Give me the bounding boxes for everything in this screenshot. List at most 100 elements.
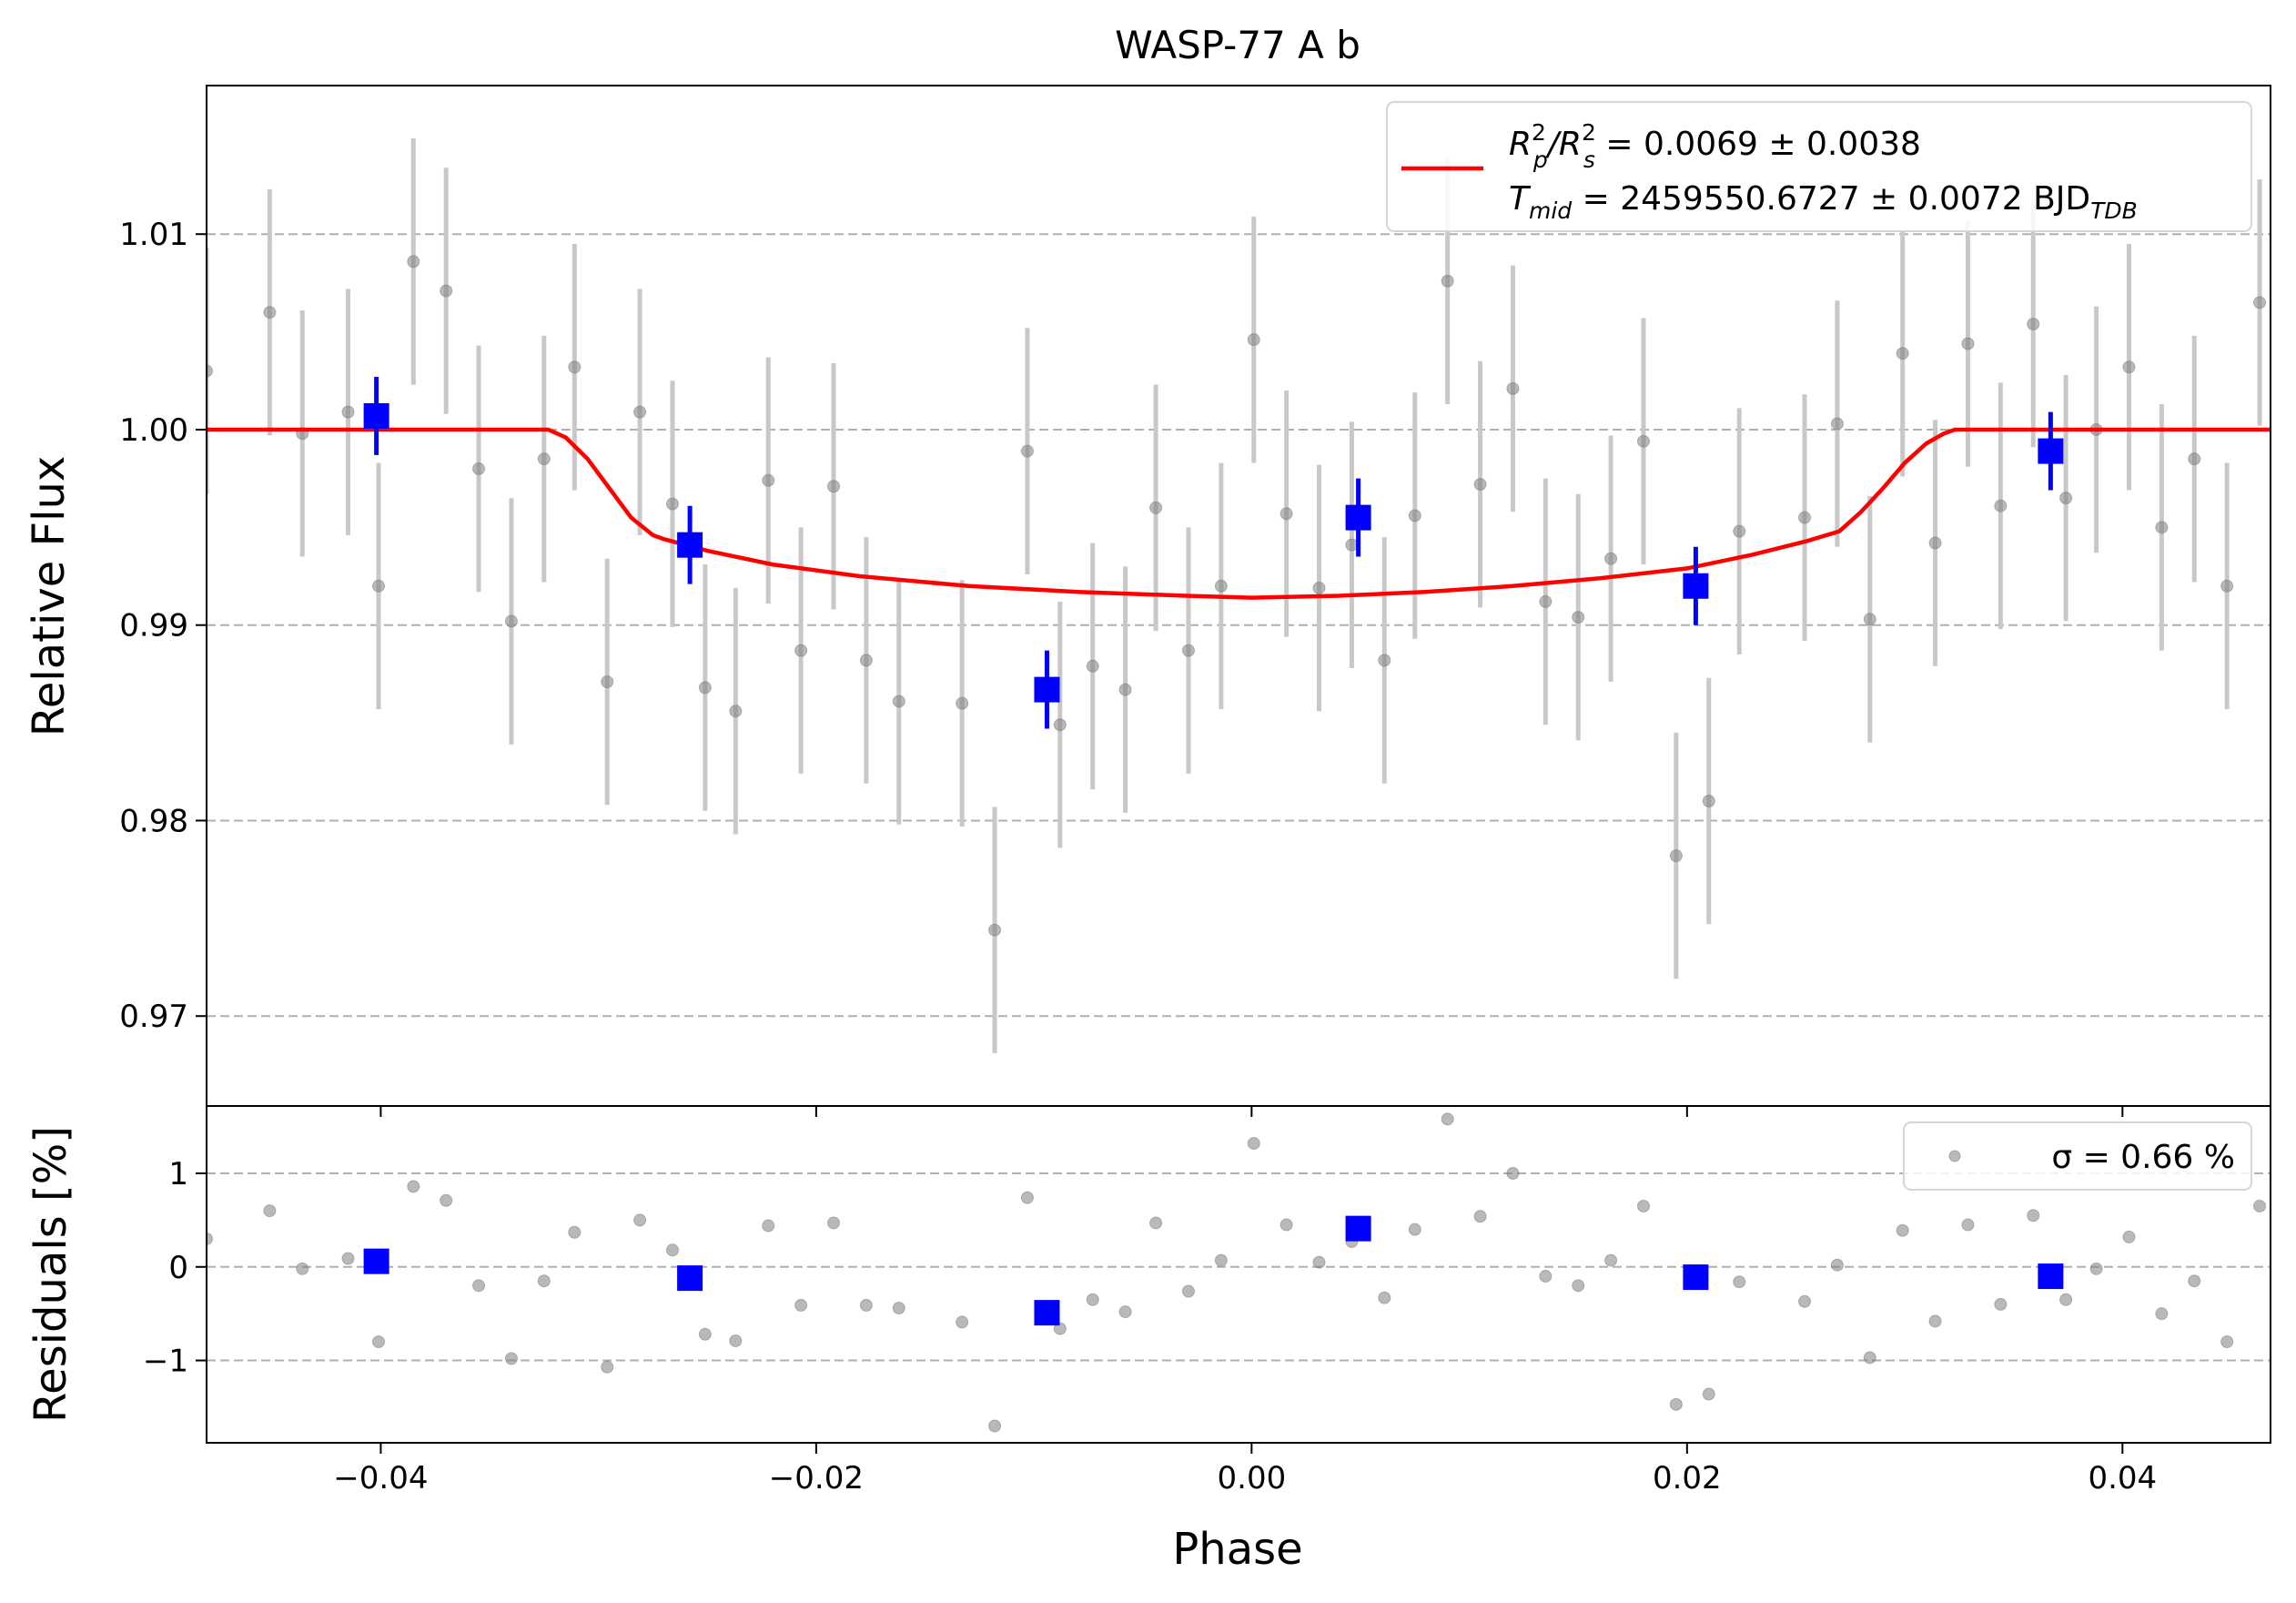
residual-point bbox=[665, 1243, 679, 1257]
data-point bbox=[1830, 417, 1844, 431]
residual-point bbox=[1214, 1253, 1228, 1267]
top-y-tick-label: 0.97 bbox=[119, 999, 188, 1035]
data-point bbox=[1506, 381, 1520, 395]
data-point bbox=[1247, 333, 1260, 347]
top-legend: R2 p/R2 s = 0.0069 ± 0.0038 Tmid = 2459550… bbox=[1386, 101, 2252, 232]
data-point bbox=[2027, 317, 2040, 330]
data-point bbox=[1798, 511, 1812, 524]
residual-point bbox=[472, 1279, 486, 1293]
x-tick-label: 0.02 bbox=[1653, 1460, 1722, 1496]
data-point bbox=[633, 405, 647, 419]
residual-point bbox=[296, 1262, 309, 1275]
residual-point bbox=[1702, 1387, 1715, 1401]
residual-binned-point bbox=[1345, 1215, 1371, 1242]
residual-point bbox=[762, 1219, 775, 1233]
residual-point bbox=[2188, 1274, 2201, 1288]
data-point bbox=[988, 923, 1002, 937]
bottom-y-tick-label: 1 bbox=[168, 1156, 188, 1192]
residual-point bbox=[1408, 1223, 1421, 1236]
data-point bbox=[956, 696, 969, 710]
residual-point bbox=[2253, 1199, 2267, 1212]
residual-point bbox=[1733, 1275, 1746, 1289]
x-axis-label: Phase bbox=[1172, 1524, 1302, 1575]
residual-point bbox=[1636, 1199, 1650, 1212]
data-point bbox=[537, 452, 551, 466]
residual-point bbox=[601, 1360, 614, 1374]
residual-point bbox=[1798, 1294, 1812, 1308]
data-point bbox=[1604, 552, 1618, 565]
residual-point bbox=[794, 1298, 808, 1312]
data-point bbox=[407, 255, 420, 269]
top-y-tick-label: 1.00 bbox=[119, 412, 188, 449]
legend-residual-marker bbox=[1948, 1150, 1961, 1162]
residual-point bbox=[1473, 1210, 1487, 1223]
x-tick-label: −0.04 bbox=[333, 1460, 428, 1496]
top-legend-box bbox=[1386, 101, 2252, 232]
residual-point bbox=[1928, 1314, 1942, 1328]
data-point bbox=[341, 405, 355, 419]
data-point bbox=[1473, 478, 1487, 492]
residual-point bbox=[2059, 1293, 2073, 1306]
residual-points bbox=[207, 1112, 2267, 1433]
residual-point bbox=[633, 1213, 647, 1227]
binned-point bbox=[1345, 504, 1371, 531]
residual-point bbox=[207, 1232, 213, 1245]
data-point bbox=[2253, 296, 2267, 309]
residuals-panel: −1 0 1 −0.04 −0.02 0.00 0.02 0.04 Phase Residu… bbox=[25, 1105, 2271, 1575]
bottom-axes-frame bbox=[206, 1105, 2271, 1444]
residual-point bbox=[341, 1252, 355, 1265]
data-point bbox=[1149, 501, 1163, 514]
data-point bbox=[1636, 434, 1650, 448]
bottom-legend-box bbox=[1903, 1121, 2252, 1191]
bottom-legend: σ = 0.66 % bbox=[1903, 1121, 2252, 1191]
data-point bbox=[372, 579, 385, 593]
binned-point bbox=[363, 402, 389, 429]
data-point bbox=[440, 284, 453, 298]
binned-point bbox=[677, 532, 703, 558]
data-point bbox=[2059, 492, 2073, 505]
data-point bbox=[1053, 718, 1067, 732]
residual-point bbox=[859, 1298, 873, 1312]
bottom-plot-area bbox=[207, 1112, 2267, 1433]
data-point bbox=[1345, 538, 1359, 552]
data-point bbox=[1312, 581, 1326, 594]
top-y-ticks: 0.97 0.98 0.99 1.00 1.01 bbox=[119, 217, 207, 1035]
data-point bbox=[1863, 613, 1876, 626]
data-point bbox=[1896, 347, 1909, 360]
residual-point bbox=[440, 1193, 453, 1207]
residual-point bbox=[2122, 1230, 2136, 1243]
x-tick-label: 0.00 bbox=[1218, 1460, 1287, 1496]
residual-point bbox=[1572, 1279, 1585, 1293]
residual-point bbox=[892, 1302, 905, 1314]
residual-point bbox=[1830, 1258, 1844, 1272]
data-point bbox=[1086, 659, 1099, 673]
data-point bbox=[665, 497, 679, 511]
residual-point bbox=[2155, 1307, 2169, 1321]
residual-binned-point bbox=[2038, 1263, 2064, 1290]
data-point bbox=[1961, 337, 1975, 350]
data-point bbox=[472, 462, 486, 475]
residual-point bbox=[2089, 1262, 2103, 1275]
data-point bbox=[568, 360, 582, 374]
residual-point bbox=[568, 1225, 582, 1239]
residual-point bbox=[1279, 1218, 1293, 1232]
data-point bbox=[729, 705, 743, 718]
data-point bbox=[794, 644, 808, 657]
data-point bbox=[859, 654, 873, 667]
data-point bbox=[263, 306, 277, 320]
residual-point bbox=[1506, 1167, 1520, 1180]
residual-point bbox=[1378, 1291, 1391, 1304]
residual-point bbox=[2027, 1209, 2040, 1223]
residual-point bbox=[1863, 1351, 1876, 1365]
lightcurve-panel: 0.97 0.98 0.99 1.00 1.01 Relative Flux R2 p/R… bbox=[24, 85, 2271, 1107]
bottom-y-ticks: −1 0 1 bbox=[143, 1156, 207, 1380]
residual-point bbox=[1053, 1322, 1067, 1335]
data-point bbox=[1279, 507, 1293, 521]
residual-point bbox=[1604, 1253, 1618, 1267]
data-point bbox=[1181, 644, 1195, 657]
data-point bbox=[207, 364, 213, 378]
residual-point bbox=[1539, 1270, 1553, 1283]
bottom-y-tick-label: 0 bbox=[168, 1250, 188, 1286]
